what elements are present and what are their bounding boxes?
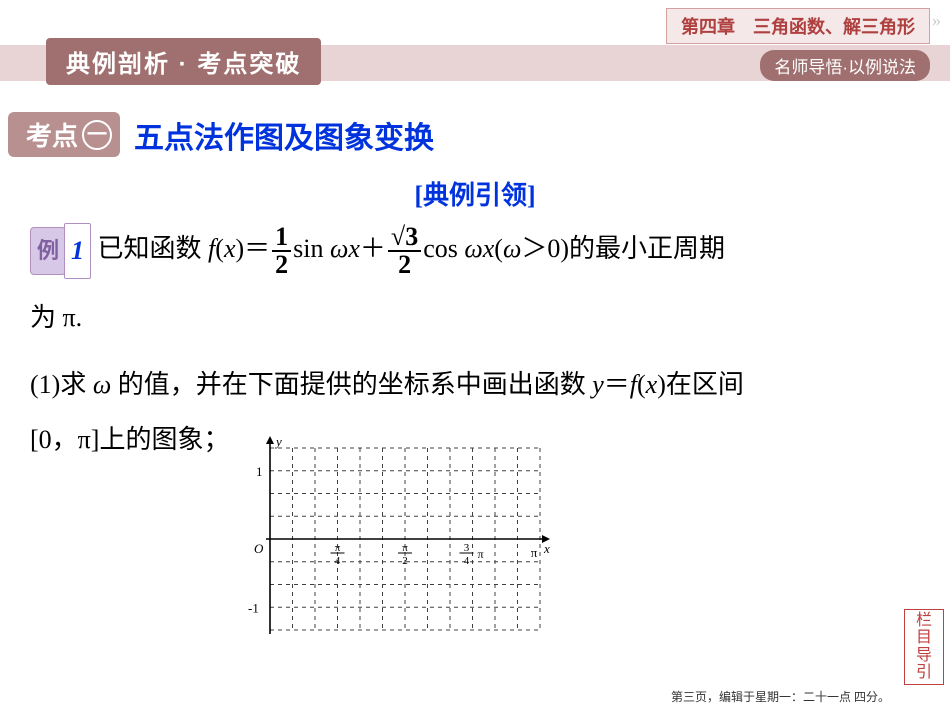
section-title: 五点法作图及图象变换 [134,113,434,157]
svg-text:x: x [543,541,550,556]
example-badge: 例 [30,227,66,275]
svg-text:O: O [254,541,264,556]
svg-text:π: π [477,547,483,561]
svg-text:-1: -1 [248,600,259,615]
svg-text:4: 4 [335,555,341,567]
svg-text:π: π [531,545,538,560]
svg-text:4: 4 [464,555,470,567]
kaodian-label: 考点 [26,116,78,153]
q1-part-c: 的值，并在下面提供的坐标系中画出函数 [111,370,592,399]
svg-text:π: π [335,542,341,554]
side-nav-button[interactable]: 栏目导引 [904,609,944,685]
cos: cos [423,234,464,263]
fraction-root3-over-2: √32 [388,224,421,278]
fraction-half: 12 [272,224,291,278]
grid-svg: yxO1-1π4π234ππ [236,436,554,642]
problem-text-1: 已知函数 [98,234,209,263]
side-nav-label: 栏目导引 [916,612,932,682]
example-number: 1 [64,223,91,280]
kaodian-badge: 考点 一 [8,112,120,157]
header-left-badge: 典例剖析 · 考点突破 [46,38,321,85]
coordinate-grid: yxO1-1π4π234ππ [236,436,554,647]
svg-text:1: 1 [256,464,263,479]
question-1: (1)求 ω 的值，并在下面提供的坐标系中画出函数 y＝f(x)在区间 [30,358,920,413]
problem-body: 例1 已知函数 f(x)＝12sin ωx＋√32cos ωx(ω＞0)的最小正… [30,222,920,467]
header-right-pill: 名师导悟·以例说法 [760,50,930,81]
q1-part-e: 在区间 [666,370,744,399]
problem-text-2: 为 π. [30,291,920,346]
svg-text:π: π [402,542,408,554]
q1-omega: ω [93,370,111,399]
fx-eq: f(x)＝ [208,234,270,263]
wx-tail: ωx(ω＞0)的最小正周期 [464,234,725,263]
sin: sin [293,234,330,263]
kaodian-number: 一 [82,120,112,150]
chapter-banner: 第四章 三角函数、解三角形 [666,8,930,44]
wx-plus: ωx＋ [330,234,386,263]
footer-text: 第三页，编辑于星期一：二十一点 四分。 [671,688,890,705]
example-subhead: [典例引领] [0,175,950,212]
svg-text:y: y [274,436,282,449]
kaodian-row: 考点 一 五点法作图及图象变换 [8,112,434,157]
banner-arrows-icon: » [932,10,950,34]
svg-text:3: 3 [464,542,470,554]
svg-text:2: 2 [402,555,408,567]
q1-yfx: y＝f(x) [592,370,666,399]
q1-part-a: (1)求 [30,370,93,399]
